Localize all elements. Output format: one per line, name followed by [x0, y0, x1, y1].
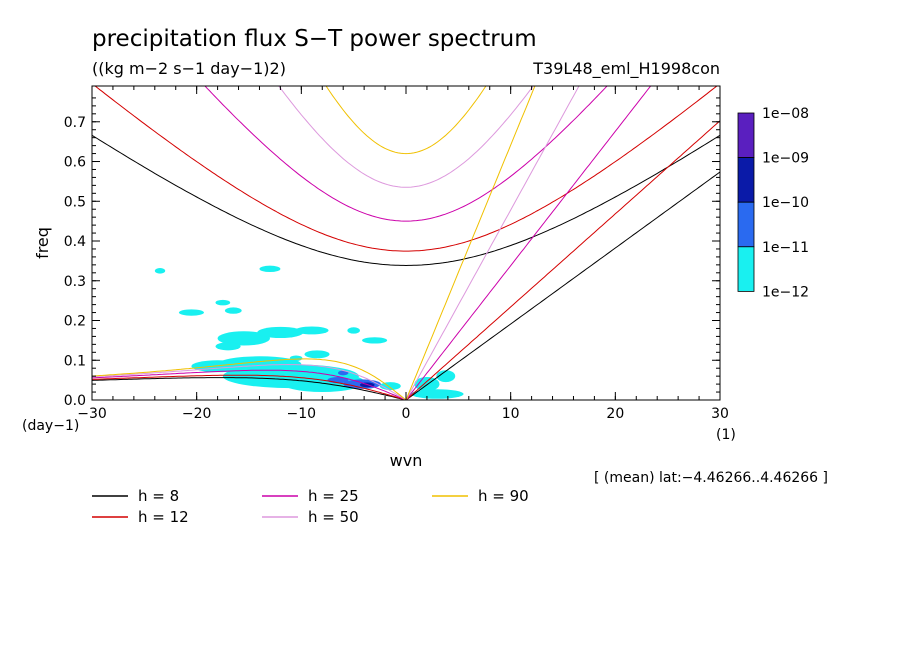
power-region	[347, 327, 360, 334]
power-region	[154, 268, 166, 274]
chart-subtitle: ((kg m−2 s−1 day−1)2)	[92, 59, 286, 78]
x-unit-label: (1)	[716, 427, 736, 443]
curve-h90-kel	[405, 86, 536, 400]
x-tick-label: 30	[711, 406, 729, 422]
power-region	[178, 309, 204, 316]
curve-h8-kel	[405, 171, 720, 400]
power-region	[217, 331, 270, 346]
y-unit-label: (day−1)	[22, 418, 79, 434]
footnote: [ (mean) lat:−4.46266..4.46266 ]	[594, 470, 828, 486]
curve-h8-ig	[92, 134, 720, 267]
colorbar: 1e−08 1e−09 1e−10 1e−11 1e−12	[737, 106, 809, 300]
x-axis: −30 −20 −10 0 10 20 30	[77, 86, 729, 422]
y-axis-label: freq	[33, 227, 52, 259]
y-tick-label: 0.2	[64, 314, 86, 330]
power-region	[280, 372, 365, 393]
x-tick-label: 20	[606, 406, 624, 422]
power-region	[295, 326, 329, 335]
colorbar-swatch	[737, 157, 755, 203]
x-tick-label: −20	[182, 406, 212, 422]
legend-label: h = 25	[308, 487, 359, 505]
x-axis-label: wvn	[390, 451, 423, 470]
y-tick-label: 0.1	[64, 353, 86, 369]
curve-h90-ig	[325, 86, 487, 155]
power-region	[411, 389, 464, 399]
curve-h50-ig	[278, 86, 534, 188]
power-region	[215, 299, 231, 306]
x-tick-label: −10	[287, 406, 317, 422]
power-region	[337, 370, 349, 376]
colorbar-label: 1e−12	[762, 284, 809, 300]
curve-h50-kel	[405, 86, 580, 400]
plot-frame	[91, 85, 721, 401]
power-region	[436, 370, 456, 383]
x-tick-label: −30	[77, 406, 107, 422]
legend-label: h = 50	[308, 508, 359, 526]
legend-label: h = 8	[138, 487, 179, 505]
y-tick-label: 0.4	[64, 234, 86, 250]
colorbar-swatch	[737, 112, 755, 158]
y-tick-label: 0.0	[64, 393, 86, 409]
power-region	[257, 326, 304, 338]
colorbar-label: 1e−10	[762, 195, 809, 211]
y-axis: 0.0 0.1 0.2 0.3 0.4 0.5 0.6 0.7	[64, 97, 720, 409]
power-region	[289, 355, 303, 362]
curve-h8-er	[92, 377, 407, 400]
x-tick-label: 0	[402, 406, 411, 422]
curve-h50-er	[92, 363, 407, 400]
legend-label: h = 90	[478, 487, 529, 505]
chart-title: precipitation flux S−T power spectrum	[92, 26, 537, 52]
curve-h12-er	[92, 374, 407, 400]
power-region	[224, 307, 242, 314]
y-tick-label: 0.5	[64, 194, 86, 210]
curve-h25-kel	[405, 86, 652, 400]
legend-label: h = 12	[138, 508, 189, 526]
colorbar-swatch	[737, 246, 755, 292]
curve-h12-kel	[405, 120, 720, 400]
legend: h = 8 h = 12 h = 25 h = 50 h = 90	[92, 487, 529, 526]
power-region	[304, 350, 330, 359]
curve-h25-ig	[204, 86, 608, 222]
y-tick-label: 0.3	[64, 274, 86, 290]
colorbar-swatch	[737, 201, 755, 248]
colorbar-label: 1e−08	[762, 106, 809, 122]
y-tick-label: 0.7	[64, 115, 86, 131]
x-tick-label: 10	[502, 406, 520, 422]
power-region	[259, 265, 281, 273]
curve-h12-ig	[94, 86, 718, 252]
curve-h90-er	[92, 358, 407, 400]
power-region	[362, 337, 388, 344]
dispersion-curves	[92, 86, 720, 400]
run-label: T39L48_eml_H1998con	[532, 59, 720, 79]
curve-h25-er	[92, 369, 407, 400]
colorbar-label: 1e−11	[762, 240, 809, 256]
power-region	[215, 342, 241, 351]
colorbar-label: 1e−09	[762, 151, 809, 167]
y-tick-label: 0.6	[64, 155, 86, 171]
